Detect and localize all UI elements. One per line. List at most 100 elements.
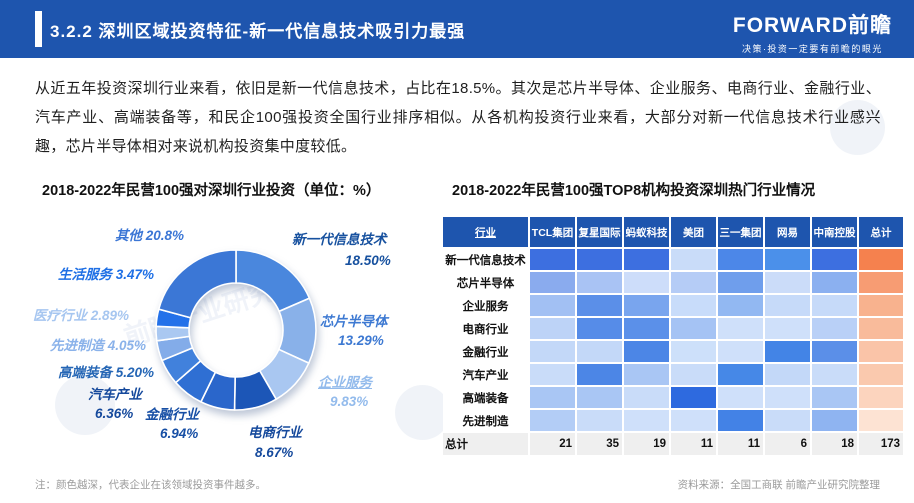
heatmap-cell-r7-c0	[530, 410, 575, 431]
donut-svg	[155, 249, 317, 411]
heatmap-cell-r7-c3	[671, 410, 716, 431]
right-chart-title: 2018-2022年民营100强TOP8机构投资深圳热门行业情况	[452, 183, 816, 199]
heatmap-cell-r6-c5	[765, 387, 810, 408]
heatmap-cell-r6-c2	[624, 387, 669, 408]
heatmap-cell-r2-c4	[718, 295, 763, 316]
slice-value-3: 8.67%	[255, 445, 294, 460]
heatmap-cell-r1-c5	[765, 272, 810, 293]
slice-value-4: 6.94%	[160, 426, 199, 441]
slice-value-2: 9.83%	[330, 394, 369, 409]
heatmap-cell-r0-c2	[624, 249, 669, 270]
heatmap-cell-r2-c5	[765, 295, 810, 316]
heatmap-cell-r1-c6	[812, 272, 857, 293]
heatmap-cell-r0-c4	[718, 249, 763, 270]
heatmap-cell-r4-c2	[624, 341, 669, 362]
heatmap-cell-r3-c2	[624, 318, 669, 339]
heatmap-cell-r5-c3	[671, 364, 716, 385]
footer-source: 资料来源：全国工商联 前瞻产业研究院整理	[677, 479, 880, 491]
body-paragraph: 从近五年投资深圳行业来看，依旧是新一代信息技术，占比在18.5%。其次是芯片半导…	[35, 80, 881, 155]
table-header-6: 网易	[765, 217, 810, 247]
heatmap-cell-r2-c3	[671, 295, 716, 316]
totals-value-1: 35	[577, 433, 622, 455]
heatmap-cell-r6-c7	[859, 387, 903, 408]
heatmap-cell-r3-c4	[718, 318, 763, 339]
heatmap-table: 行业 TCL集团 复星国际 蚂蚁科技 美团 三一集团 网易 中南控股 总计 新一代信息技术 芯片半导…	[443, 217, 903, 455]
table-header-3: 蚂蚁科技	[624, 217, 669, 247]
heatmap-cell-r5-c4	[718, 364, 763, 385]
row-label-1: 芯片半导体	[443, 272, 528, 293]
heatmap-cell-r5-c7	[859, 364, 903, 385]
page-title: 3.2.2 深圳区域投资特征-新一代信息技术吸引力最强	[50, 21, 466, 41]
heatmap-cell-r4-c4	[718, 341, 763, 362]
heatmap-cell-r5-c6	[812, 364, 857, 385]
heatmap-cell-r6-c0	[530, 387, 575, 408]
heatmap-cell-r0-c6	[812, 249, 857, 270]
heatmap-cell-r0-c7	[859, 249, 903, 270]
table-header-0: 行业	[443, 217, 528, 247]
row-label-0: 新一代信息技术	[443, 249, 528, 270]
heatmap-cell-r1-c4	[718, 272, 763, 293]
totals-label: 总计	[443, 433, 528, 455]
totals-value-7: 173	[859, 433, 903, 455]
heatmap-cell-r6-c3	[671, 387, 716, 408]
table-header-5: 三一集团	[718, 217, 763, 247]
heatmap-cell-r7-c7	[859, 410, 903, 431]
table-header-4: 美团	[671, 217, 716, 247]
heatmap-cell-r3-c0	[530, 318, 575, 339]
slice-label-6: 高端装备 5.20%	[58, 365, 155, 380]
heatmap-cell-r4-c5	[765, 341, 810, 362]
table-header-1: TCL集团	[530, 217, 575, 247]
heatmap-cell-r2-c7	[859, 295, 903, 316]
heatmap-cell-r0-c1	[577, 249, 622, 270]
heatmap-cell-r7-c5	[765, 410, 810, 431]
heatmap-cell-r6-c1	[577, 387, 622, 408]
slice-label-7: 先进制造 4.05%	[50, 338, 147, 353]
totals-value-6: 18	[812, 433, 857, 455]
totals-value-4: 11	[718, 433, 763, 455]
heatmap-cell-r4-c7	[859, 341, 903, 362]
heatmap-cell-r3-c6	[812, 318, 857, 339]
forward-logo: FORWARD前瞻 决策·投资一定要有前瞻的眼光	[733, 9, 892, 55]
logo-tagline: 决策·投资一定要有前瞻的眼光	[741, 44, 883, 54]
footer-note: 注：颜色越深，代表企业在该领域投资事件越多。	[35, 479, 266, 491]
heatmap-cell-r5-c0	[530, 364, 575, 385]
heatmap-cell-r7-c2	[624, 410, 669, 431]
heatmap-cell-r5-c5	[765, 364, 810, 385]
heatmap-cell-r3-c7	[859, 318, 903, 339]
heatmap-cell-r0-c0	[530, 249, 575, 270]
row-label-3: 电商行业	[443, 318, 528, 339]
table-header-2: 复星国际	[577, 217, 622, 247]
heatmap-cell-r4-c0	[530, 341, 575, 362]
slice-label-0: 新一代信息技术	[292, 232, 387, 247]
donut-chart: 新一代信息技术 18.50% 芯片半导体 13.29% 企业服务 9.83% 电商行业 8.6…	[30, 215, 445, 480]
slice-label-10: 其他 20.8%	[115, 228, 185, 243]
heatmap-cell-r7-c1	[577, 410, 622, 431]
slice-value-5: 6.36%	[95, 406, 134, 421]
totals-value-5: 6	[765, 433, 810, 455]
heatmap-cell-r6-c4	[718, 387, 763, 408]
slice-value-0: 18.50%	[345, 253, 391, 268]
heatmap-cell-r1-c7	[859, 272, 903, 293]
heatmap-cell-r2-c0	[530, 295, 575, 316]
heatmap-cell-r5-c2	[624, 364, 669, 385]
slice-value-1: 13.29%	[338, 333, 384, 348]
heatmap-cell-r2-c2	[624, 295, 669, 316]
totals-value-2: 19	[624, 433, 669, 455]
slice-label-8: 医疗行业 2.89%	[33, 308, 130, 323]
slice-label-3: 电商行业	[248, 425, 302, 440]
totals-value-0: 21	[530, 433, 575, 455]
slice-label-4: 金融行业	[145, 407, 199, 422]
title-accent-bar	[35, 11, 42, 47]
heatmap-cell-r1-c0	[530, 272, 575, 293]
heatmap-cell-r0-c3	[671, 249, 716, 270]
donut-slice-10	[157, 249, 237, 319]
heatmap-cell-r4-c3	[671, 341, 716, 362]
heatmap-cell-r1-c2	[624, 272, 669, 293]
totals-value-3: 11	[671, 433, 716, 455]
heatmap-table-wrap: 行业 TCL集团 复星国际 蚂蚁科技 美团 三一集团 网易 中南控股 总计 新一代信息技术 芯片半导…	[443, 217, 903, 455]
heatmap-cell-r2-c6	[812, 295, 857, 316]
heatmap-cell-r5-c1	[577, 364, 622, 385]
row-label-7: 先进制造	[443, 410, 528, 431]
slice-label-5: 汽车产业	[88, 387, 142, 402]
